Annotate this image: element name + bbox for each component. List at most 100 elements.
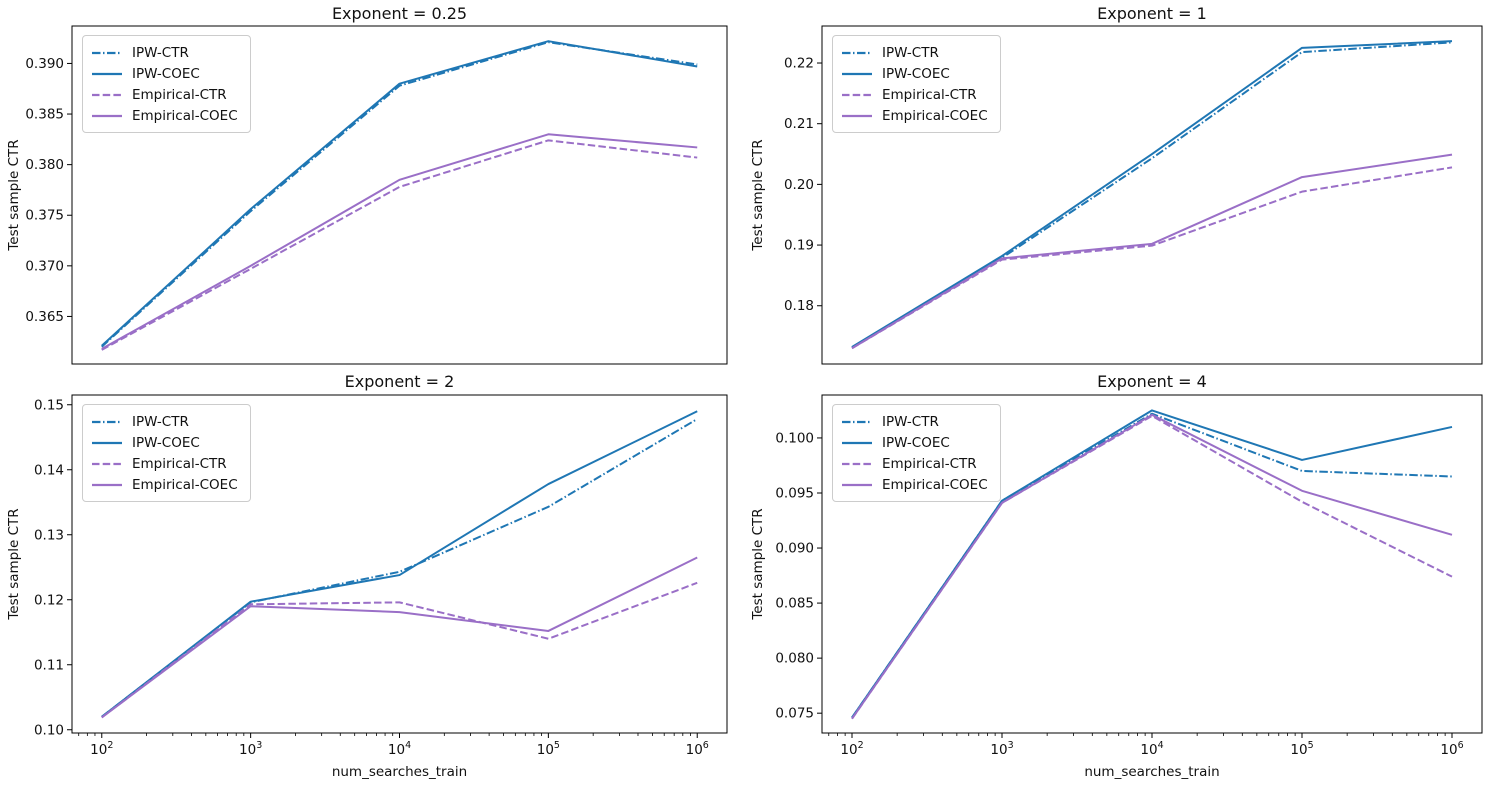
series-line-empirical-coec xyxy=(101,133,698,350)
legend-item-ipw-ctr: IPW-CTR xyxy=(841,42,988,63)
x-tick-label: 105 xyxy=(537,740,560,758)
axes-exponent-4: 0.075 0.080 0.085 0.090 0.095 0.100 102 103 104 1… xyxy=(775,394,1483,758)
legend-item-ipw-ctr: IPW-CTR xyxy=(91,42,238,63)
y-axis-label-top-right: Test sample CTR xyxy=(750,139,766,251)
plot-frame xyxy=(821,394,1483,734)
legend-line-swatch-ipw-coec xyxy=(92,441,122,444)
subplot-title-top-left: Exponent = 0.25 xyxy=(331,4,468,23)
axes-exponent-1: 0.18 0.19 0.20 0.21 0.22 xyxy=(784,25,1483,365)
legend-label: Empirical-CTR xyxy=(882,455,977,472)
legend-line-swatch-ipw-coec xyxy=(92,72,122,75)
x-tick-label: 105 xyxy=(1290,740,1313,758)
series-line-empirical-ctr xyxy=(101,139,698,351)
legend-label: IPW-CTR xyxy=(882,44,939,61)
series-line-empirical-coec xyxy=(101,556,698,719)
series-line-empirical-coec xyxy=(851,153,1453,350)
y-tick-label: 0.13 xyxy=(34,527,64,543)
legend-label: IPW-CTR xyxy=(132,44,189,61)
y-tick-label: 0.370 xyxy=(25,258,64,274)
plot-frame xyxy=(821,25,1483,365)
y-tick-label: 0.11 xyxy=(34,657,64,673)
legend-label: IPW-COEC xyxy=(882,65,950,82)
legend-item-ipw-coec: IPW-COEC xyxy=(91,432,238,453)
legend-label: IPW-CTR xyxy=(132,413,189,430)
y-tick-label: 0.365 xyxy=(25,309,64,325)
legend-line-swatch-empirical-coec xyxy=(842,483,872,486)
legend-label: Empirical-CTR xyxy=(132,86,227,103)
legend-line-swatch-empirical-coec xyxy=(842,114,872,117)
series-line-empirical-coec xyxy=(851,413,1453,720)
y-tick-label: 0.21 xyxy=(784,116,814,132)
y-tick-label: 0.100 xyxy=(775,430,814,446)
legend-label: Empirical-COEC xyxy=(132,107,238,124)
series-line-empirical-ctr xyxy=(851,166,1453,350)
legend-item-empirical-ctr: Empirical-CTR xyxy=(841,453,988,474)
plot-frame xyxy=(71,394,728,734)
x-axis-label-bottom-left: num_searches_train xyxy=(331,764,468,780)
legend-label: Empirical-COEC xyxy=(882,107,988,124)
y-tick-label: 0.090 xyxy=(775,541,814,557)
legend-line-swatch-empirical-ctr xyxy=(92,93,122,96)
y-tick-label: 0.14 xyxy=(34,462,64,478)
x-tick-label: 102 xyxy=(840,740,863,758)
legend-item-ipw-ctr: IPW-CTR xyxy=(91,411,238,432)
y-tick-label: 0.080 xyxy=(775,651,814,667)
x-tick-label: 103 xyxy=(239,740,262,758)
legend-line-swatch-ipw-ctr xyxy=(842,51,872,54)
x-tick-label: 102 xyxy=(90,740,113,758)
series-line-ipw-coec xyxy=(101,410,698,718)
legend-item-empirical-ctr: Empirical-CTR xyxy=(841,84,988,105)
legend-line-swatch-ipw-coec xyxy=(842,441,872,444)
legend-label: Empirical-CTR xyxy=(132,455,227,472)
legend-label: IPW-COEC xyxy=(882,434,950,451)
y-tick-label: 0.18 xyxy=(784,298,814,314)
legend-line-swatch-empirical-ctr xyxy=(842,462,872,465)
y-axis-label-bottom-right: Test sample CTR xyxy=(750,508,766,620)
series-line-empirical-ctr xyxy=(101,581,698,719)
x-axis-label-bottom-right: num_searches_train xyxy=(1084,764,1220,780)
legend-line-swatch-ipw-ctr xyxy=(842,420,872,423)
y-tick-label: 0.375 xyxy=(25,208,64,224)
legend-line-swatch-empirical-coec xyxy=(92,483,122,486)
y-tick-label: 0.19 xyxy=(784,238,814,254)
legend-item-empirical-coec: Empirical-COEC xyxy=(841,105,988,126)
legend-label: Empirical-CTR xyxy=(882,86,977,103)
y-tick-label: 0.10 xyxy=(34,722,64,738)
y-tick-label: 0.22 xyxy=(784,56,814,72)
subplot-title-top-right: Exponent = 1 xyxy=(1097,4,1207,23)
legend-item-ipw-coec: IPW-COEC xyxy=(91,63,238,84)
x-tick-label: 106 xyxy=(686,740,709,758)
x-tick-label: 104 xyxy=(388,740,411,758)
y-tick-label: 0.15 xyxy=(34,397,64,413)
y-axis-label-bottom-left: Test sample CTR xyxy=(6,508,22,620)
subplot-title-bottom-left: Exponent = 2 xyxy=(344,372,455,391)
legend-top-right: IPW-CTR IPW-COEC Empirical-CTR Empirical-CO… xyxy=(832,35,1001,133)
y-tick-label: 0.385 xyxy=(25,107,64,123)
legend-label: IPW-COEC xyxy=(132,434,200,451)
series-line-ipw-coec xyxy=(101,40,698,347)
series-line-ipw-ctr xyxy=(851,412,1453,719)
x-tick-label: 103 xyxy=(990,740,1013,758)
series-line-ipw-coec xyxy=(851,409,1453,719)
series-line-ipw-coec xyxy=(851,40,1453,348)
legend-item-empirical-coec: Empirical-COEC xyxy=(91,105,238,126)
y-tick-label: 0.20 xyxy=(784,177,814,193)
axes-exponent-0-25: 0.365 0.370 0.375 0.380 0.385 0.390 xyxy=(25,25,728,365)
legend-line-swatch-ipw-ctr xyxy=(92,420,122,423)
legend-item-empirical-ctr: Empirical-CTR xyxy=(91,453,238,474)
legend-label: IPW-COEC xyxy=(132,65,200,82)
legend-label: Empirical-COEC xyxy=(132,476,238,493)
legend-bottom-right: IPW-CTR IPW-COEC Empirical-CTR Empirical-CO… xyxy=(832,404,1001,502)
legend-line-swatch-empirical-ctr xyxy=(92,462,122,465)
legend-label: Empirical-COEC xyxy=(882,476,988,493)
y-tick-label: 0.390 xyxy=(25,56,64,72)
subplot-title-bottom-right: Exponent = 4 xyxy=(1097,372,1207,391)
legend-line-swatch-ipw-ctr xyxy=(92,51,122,54)
legend-item-empirical-coec: Empirical-COEC xyxy=(841,474,988,495)
legend-line-swatch-empirical-ctr xyxy=(842,93,872,96)
legend-item-empirical-coec: Empirical-COEC xyxy=(91,474,238,495)
legend-item-empirical-ctr: Empirical-CTR xyxy=(91,84,238,105)
legend-label: IPW-CTR xyxy=(882,413,939,430)
